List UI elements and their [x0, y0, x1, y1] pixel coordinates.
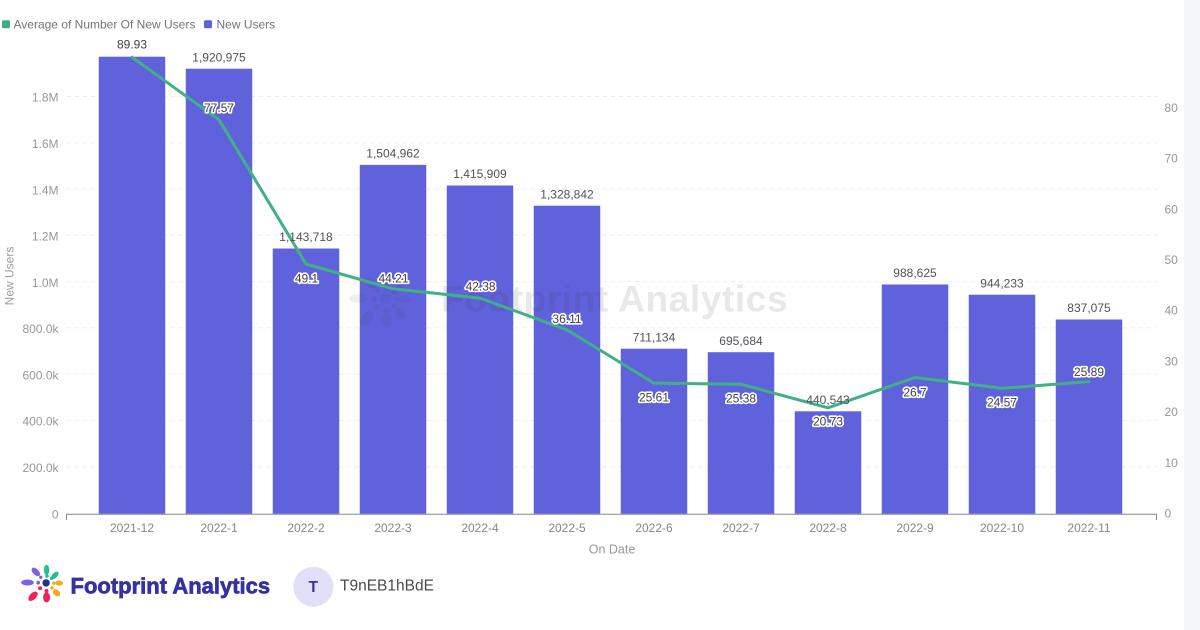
svg-text:1,920,975: 1,920,975: [192, 50, 246, 64]
svg-text:25.61: 25.61: [639, 391, 669, 405]
svg-text:2022-6: 2022-6: [635, 521, 673, 535]
svg-text:695,684: 695,684: [719, 334, 763, 348]
svg-text:40: 40: [1165, 304, 1179, 318]
svg-text:30: 30: [1165, 354, 1179, 368]
svg-text:1.8M: 1.8M: [32, 91, 59, 105]
svg-text:2022-8: 2022-8: [809, 521, 847, 535]
svg-text:2021-12: 2021-12: [110, 521, 154, 535]
svg-text:800.0k: 800.0k: [22, 322, 59, 336]
svg-text:711,134: 711,134: [633, 330, 676, 344]
svg-text:1,328,842: 1,328,842: [540, 187, 594, 201]
svg-text:42.38: 42.38: [466, 279, 496, 293]
svg-text:60: 60: [1165, 202, 1179, 216]
svg-text:New Users: New Users: [217, 18, 276, 32]
svg-text:988,625: 988,625: [893, 266, 937, 280]
svg-text:200.0k: 200.0k: [22, 461, 59, 475]
svg-text:70: 70: [1165, 152, 1179, 166]
svg-text:T: T: [309, 579, 319, 596]
svg-text:Average of Number Of New Users: Average of Number Of New Users: [14, 18, 196, 32]
svg-text:Footprint Analytics: Footprint Analytics: [71, 574, 271, 599]
svg-text:44.21: 44.21: [378, 271, 408, 285]
svg-text:36.11: 36.11: [552, 312, 581, 326]
svg-text:Footprint Analytics: Footprint Analytics: [441, 279, 788, 320]
svg-text:1.0M: 1.0M: [32, 276, 59, 290]
svg-text:50: 50: [1165, 253, 1179, 267]
svg-text:1,143,718: 1,143,718: [279, 230, 333, 244]
svg-text:25.38: 25.38: [726, 392, 756, 406]
svg-text:400.0k: 400.0k: [22, 415, 59, 429]
svg-text:1.4M: 1.4M: [32, 183, 59, 197]
svg-text:89.93: 89.93: [117, 37, 147, 51]
svg-text:2022-9: 2022-9: [896, 521, 934, 535]
svg-text:1.6M: 1.6M: [32, 137, 59, 151]
svg-text:1.2M: 1.2M: [32, 230, 59, 244]
svg-text:2022-11: 2022-11: [1067, 521, 1110, 535]
svg-text:0: 0: [52, 507, 59, 521]
svg-text:1,504,962: 1,504,962: [366, 147, 420, 161]
svg-text:837,075: 837,075: [1067, 301, 1111, 315]
svg-text:26.7: 26.7: [903, 386, 927, 400]
svg-text:2022-2: 2022-2: [287, 521, 325, 535]
svg-text:2022-7: 2022-7: [722, 521, 760, 535]
svg-text:440,543: 440,543: [806, 393, 850, 407]
svg-text:1,415,909: 1,415,909: [453, 167, 507, 181]
svg-text:77.57: 77.57: [204, 101, 234, 115]
svg-text:80: 80: [1165, 101, 1179, 115]
svg-text:20: 20: [1165, 405, 1179, 419]
svg-text:10: 10: [1165, 456, 1179, 470]
svg-text:20.73: 20.73: [813, 415, 843, 429]
svg-text:New Users: New Users: [3, 247, 17, 306]
svg-text:2022-1: 2022-1: [200, 521, 238, 535]
svg-text:944,233: 944,233: [980, 276, 1024, 290]
svg-text:On Date: On Date: [589, 543, 636, 557]
svg-text:600.0k: 600.0k: [22, 368, 59, 382]
svg-text:2022-5: 2022-5: [548, 521, 586, 535]
svg-text:25.89: 25.89: [1074, 365, 1104, 379]
svg-text:T9nEB1hBdE: T9nEB1hBdE: [340, 578, 434, 595]
svg-text:0: 0: [1165, 507, 1172, 521]
svg-text:24.57: 24.57: [987, 395, 1017, 409]
svg-text:2022-4: 2022-4: [461, 521, 499, 535]
svg-text:49.1: 49.1: [295, 272, 319, 286]
svg-text:2022-3: 2022-3: [374, 521, 412, 535]
svg-text:2022-10: 2022-10: [980, 521, 1024, 535]
